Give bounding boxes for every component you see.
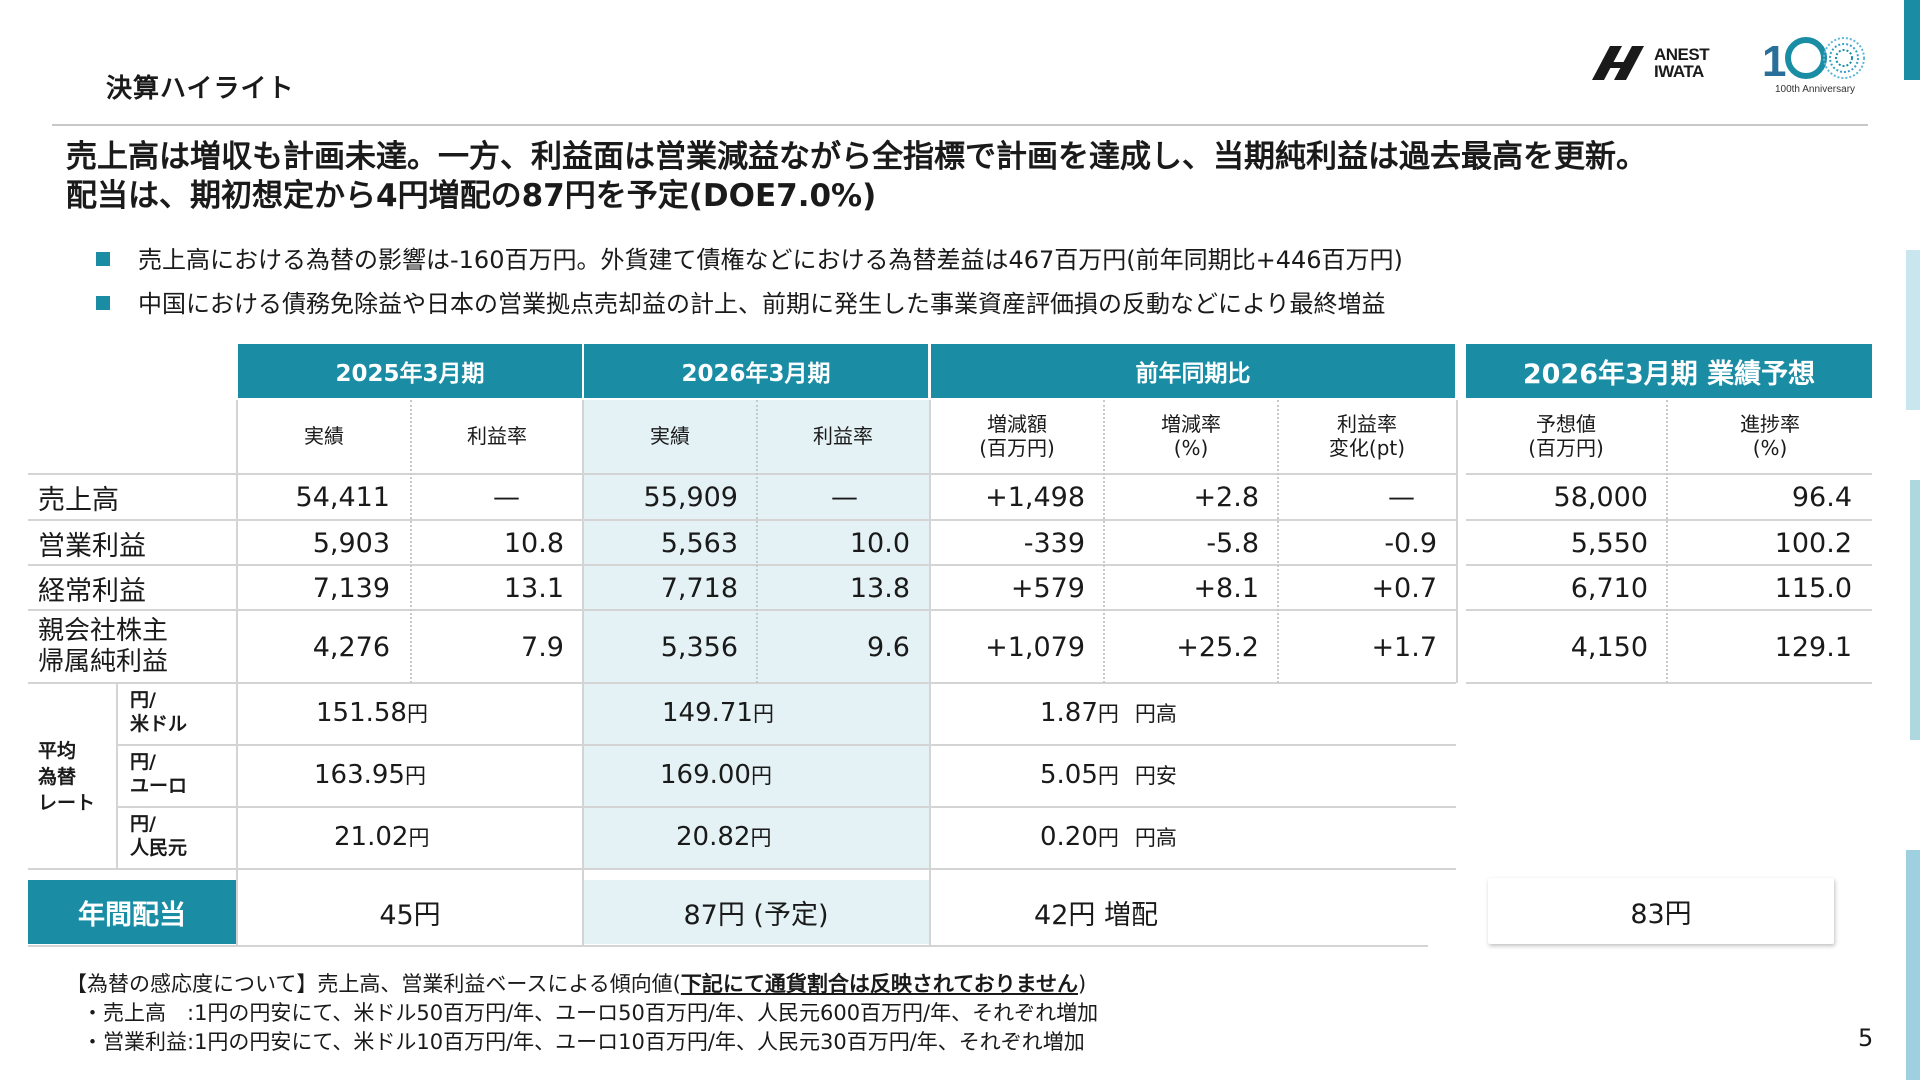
table-cell: -339 [1023,527,1085,559]
table-cell: 7,139 [312,572,390,604]
table-cell: 5,903 [312,527,390,559]
logo-text-iwata: IWATA [1654,62,1704,81]
table-cell: 10.0 [849,527,910,559]
svg-text:1: 1 [1762,37,1786,84]
logo-text-anest: ANEST [1654,45,1710,64]
table-cell: -5.8 [1206,527,1259,559]
table-cell: — [493,481,520,513]
table-cell: -0.9 [1384,527,1437,559]
fx-sensitivity-operating: ・営業利益:1円の円安にて、米ドル10百万円/年、ユーロ10百万円/年、人民元3… [82,1030,1085,1054]
fx-value: 0.20円 円高 [1040,822,1177,852]
fx-value: 20.82円 [676,822,772,852]
page-title: 決算ハイライト [106,74,295,104]
subheader-margin-2026: 利益率 [813,424,873,448]
current-period-shading [584,400,929,868]
table-cell: +25.2 [1176,631,1259,663]
fx-pair-cny: 円/ 人民元 [130,813,188,859]
subheader-actual-2026: 実績 [650,424,690,448]
table-cell: 58,000 [1553,481,1648,513]
table-cell: +8.1 [1193,572,1259,604]
table-cell: +1,498 [985,481,1085,513]
table-cell: 13.1 [503,572,564,604]
fx-pair-eur: 円/ ユーロ [130,751,188,797]
table-cell: 5,563 [660,527,738,559]
table-cell: 7,718 [660,572,738,604]
fx-sensitivity-sales: ・売上高 :1円の円安にて、米ドル50百万円/年、ユーロ50百万円/年、人民元6… [82,1001,1099,1025]
edge-decoration [1906,850,1920,1080]
subheader-progress: 進捗率 (%) [1740,412,1800,460]
row-label-sales: 売上高 [38,484,119,516]
table-cell: 55,909 [643,481,738,513]
table-cell: 115.0 [1774,572,1852,604]
fx-value: 21.02円 [334,822,430,852]
headline-line-1: 売上高は増収も計画未達。一方、利益面は営業減益ながら全指標で計画を達成し、当期純… [66,139,1647,175]
fx-value: 163.95円 [314,760,426,790]
group-header-yoy: 前年同期比 [931,344,1455,398]
row-label-net-income: 親会社株主 帰属純利益 [38,616,169,677]
fx-value: 151.58円 [316,698,428,728]
row-label-ordinary-income: 経常利益 [38,575,146,607]
table-cell: — [1388,481,1415,513]
table-cell: +1,079 [985,631,1085,663]
table-cell: — [831,481,858,513]
table-cell: +579 [1010,572,1085,604]
group-header-fy2025: 2025年3月期 [238,344,582,398]
table-cell: 5,356 [660,631,738,663]
fx-value: 149.71円 [662,698,774,728]
fx-section-label: 平均 為替 レート [38,740,96,814]
fx-value: 5.05円 円安 [1040,760,1177,790]
row-label-operating-income: 営業利益 [38,530,146,562]
bullet-item: 中国における債務免除益や日本の営業拠点売却益の計上、前期に発生した事業資産評価損… [96,284,1386,319]
anest-iwata-logo-mark [1592,46,1644,80]
square-bullet-icon [96,296,110,310]
table-cell: 4,276 [312,631,390,663]
dividend-forecast: 83円 [1488,878,1834,944]
subheader-change-rate: 増減率 (%) [1161,412,1221,460]
dividend-curr: 87円 (予定) [683,899,829,931]
fx-sensitivity-note: 【為替の感応度について】売上高、営業利益ベースによる傾向値(下記にて通貨割合は反… [66,972,1087,996]
edge-decoration [1910,480,1920,740]
table-cell: 7.9 [521,631,564,663]
edge-decoration [1906,250,1920,410]
table-cell: 9.6 [867,631,910,663]
dividend-label: 年間配当 [28,880,236,944]
table-cell: +2.8 [1193,481,1259,513]
subheader-change-amount: 増減額 (百万円) [979,412,1055,460]
headline-line-2: 配当は、期初想定から4円増配の87円を予定(DOE7.0%) [66,178,877,214]
group-header-fy2026: 2026年3月期 [584,344,928,398]
dividend-prev: 45円 [379,899,441,931]
table-cell: +0.7 [1371,572,1437,604]
fx-value: 1.87円 円高 [1040,698,1177,728]
table-cell: 13.8 [849,572,910,604]
table-cell: 54,411 [295,481,390,513]
fx-pair-usd: 円/ 米ドル [130,689,188,735]
anniversary-logo: 1 [1760,32,1870,102]
subheader-actual-2025: 実績 [304,424,344,448]
table-cell: 6,710 [1570,572,1648,604]
square-bullet-icon [96,252,110,266]
subheader-margin-change: 利益率 変化(pt) [1328,412,1406,460]
table-cell: 4,150 [1570,631,1648,663]
bullet-item: 売上高における為替の影響は-160百万円。外貨建て債権などにおける為替差益は46… [96,240,1403,275]
subheader-forecast: 予想値 (百万円) [1528,412,1604,460]
table-cell: +1.7 [1371,631,1437,663]
subheader-margin-2025: 利益率 [467,424,527,448]
headline: 売上高は増収も計画未達。一方、利益面は営業減益ながら全指標で計画を達成し、当期純… [66,138,1647,216]
company-logo: ANEST IWATA [1592,45,1710,81]
table-cell: 100.2 [1774,527,1852,559]
table-cell: 129.1 [1774,631,1852,663]
title-divider [52,124,1868,126]
dividend-diff: 42円 増配 [1034,899,1158,931]
fx-value: 169.00円 [660,760,772,790]
page-number: 5 [1858,1024,1874,1052]
edge-decoration [1904,0,1920,80]
table-cell: 10.8 [503,527,564,559]
table-cell: 5,550 [1570,527,1648,559]
anniversary-text: 100th Anniversary [1774,84,1856,95]
group-header-forecast: 2026年3月期 業績予想 [1466,344,1872,398]
table-cell: 96.4 [1791,481,1852,513]
